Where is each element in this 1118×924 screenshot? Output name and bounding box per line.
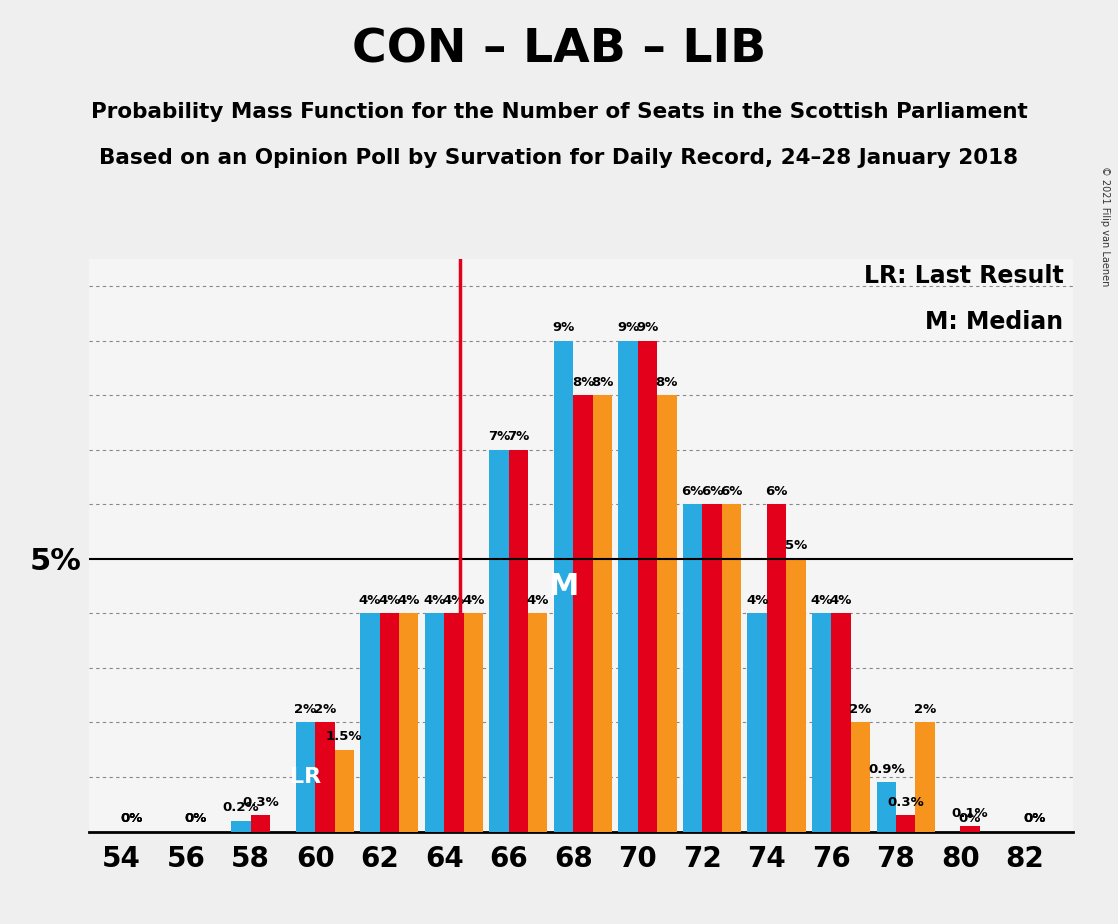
Text: LR: Last Result: LR: Last Result: [864, 264, 1063, 288]
Text: 4%: 4%: [746, 594, 768, 607]
Text: 4%: 4%: [443, 594, 465, 607]
Text: 0%: 0%: [121, 812, 143, 825]
Text: Based on an Opinion Poll by Survation for Daily Record, 24–28 January 2018: Based on an Opinion Poll by Survation fo…: [100, 148, 1018, 168]
Text: 0%: 0%: [121, 812, 143, 825]
Text: 4%: 4%: [462, 594, 484, 607]
Text: 6%: 6%: [720, 485, 742, 498]
Bar: [490, 450, 509, 832]
Text: 8%: 8%: [655, 375, 678, 389]
Text: 0%: 0%: [184, 812, 207, 825]
Text: 2%: 2%: [294, 703, 316, 716]
Text: 0%: 0%: [1023, 812, 1045, 825]
Text: 0.3%: 0.3%: [241, 796, 278, 808]
Text: 0%: 0%: [1023, 812, 1045, 825]
Text: 9%: 9%: [617, 321, 639, 334]
Bar: [812, 614, 832, 832]
Bar: [960, 826, 979, 832]
Text: © 2021 Filip van Laenen: © 2021 Filip van Laenen: [1100, 166, 1110, 286]
Bar: [877, 783, 896, 832]
Bar: [722, 505, 741, 832]
Bar: [574, 395, 593, 832]
Text: 4%: 4%: [398, 594, 420, 607]
Bar: [231, 821, 250, 832]
Text: 8%: 8%: [571, 375, 594, 389]
Bar: [851, 723, 870, 832]
Text: 6%: 6%: [701, 485, 723, 498]
Text: 0.9%: 0.9%: [868, 763, 904, 776]
Bar: [916, 723, 935, 832]
Text: 4%: 4%: [424, 594, 446, 607]
Text: 0%: 0%: [184, 812, 207, 825]
Text: 7%: 7%: [508, 431, 530, 444]
Bar: [444, 614, 464, 832]
Text: 0.1%: 0.1%: [951, 807, 988, 820]
Bar: [748, 614, 767, 832]
Bar: [296, 723, 315, 832]
Text: 4%: 4%: [830, 594, 852, 607]
Bar: [657, 395, 676, 832]
Text: 4%: 4%: [811, 594, 833, 607]
Text: M: Median: M: Median: [926, 310, 1063, 334]
Text: 6%: 6%: [682, 485, 704, 498]
Bar: [553, 341, 574, 832]
Bar: [683, 505, 702, 832]
Text: 9%: 9%: [636, 321, 659, 334]
Text: 0%: 0%: [959, 812, 982, 825]
Text: 4%: 4%: [527, 594, 549, 607]
Bar: [637, 341, 657, 832]
Bar: [399, 614, 418, 832]
Bar: [315, 723, 334, 832]
Bar: [702, 505, 722, 832]
Bar: [464, 614, 483, 832]
Bar: [786, 559, 806, 832]
Text: 0.2%: 0.2%: [222, 801, 259, 814]
Bar: [380, 614, 399, 832]
Text: 2%: 2%: [314, 703, 337, 716]
Bar: [618, 341, 637, 832]
Bar: [250, 815, 271, 832]
Text: 4%: 4%: [378, 594, 400, 607]
Text: 2%: 2%: [850, 703, 872, 716]
Text: CON – LAB – LIB: CON – LAB – LIB: [352, 28, 766, 73]
Bar: [896, 815, 916, 832]
Bar: [360, 614, 380, 832]
Text: 4%: 4%: [359, 594, 381, 607]
Bar: [528, 614, 548, 832]
Text: Probability Mass Function for the Number of Seats in the Scottish Parliament: Probability Mass Function for the Number…: [91, 102, 1027, 122]
Text: 8%: 8%: [591, 375, 614, 389]
Text: LR: LR: [290, 767, 321, 787]
Text: M: M: [549, 572, 579, 601]
Bar: [767, 505, 786, 832]
Text: 7%: 7%: [487, 431, 510, 444]
Text: 2%: 2%: [913, 703, 936, 716]
Text: 0.3%: 0.3%: [888, 796, 923, 808]
Text: 6%: 6%: [766, 485, 788, 498]
Text: 5%: 5%: [785, 540, 807, 553]
Bar: [509, 450, 528, 832]
Text: 9%: 9%: [552, 321, 575, 334]
Bar: [832, 614, 851, 832]
Bar: [593, 395, 612, 832]
Text: 1.5%: 1.5%: [326, 730, 362, 743]
Bar: [425, 614, 444, 832]
Bar: [334, 749, 354, 832]
